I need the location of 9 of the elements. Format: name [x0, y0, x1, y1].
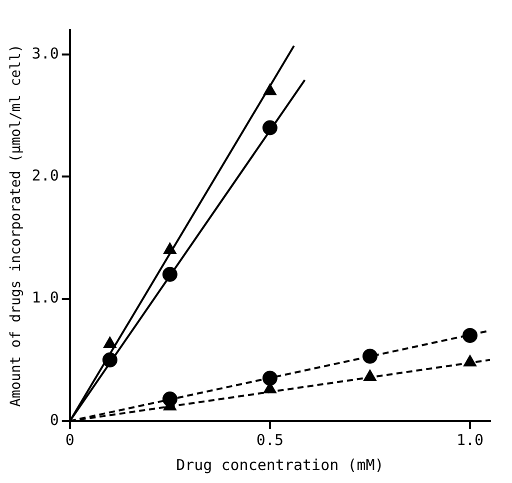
y-tick-label: 3.0: [32, 44, 59, 62]
y-tick-label: 0: [50, 410, 59, 429]
y-tick-label: 2.0: [32, 166, 59, 185]
x-tick-label: 1.0: [456, 430, 484, 449]
y-axis-title: Amount of drugs incorporated (μmol/ml cell): [8, 44, 24, 407]
y-tick-label: 1.0: [32, 288, 59, 307]
x-tick-label: 0: [65, 430, 74, 449]
x-tick-label: 0.5: [256, 430, 284, 449]
x-axis-title: Drug concentration (mM): [176, 456, 384, 474]
